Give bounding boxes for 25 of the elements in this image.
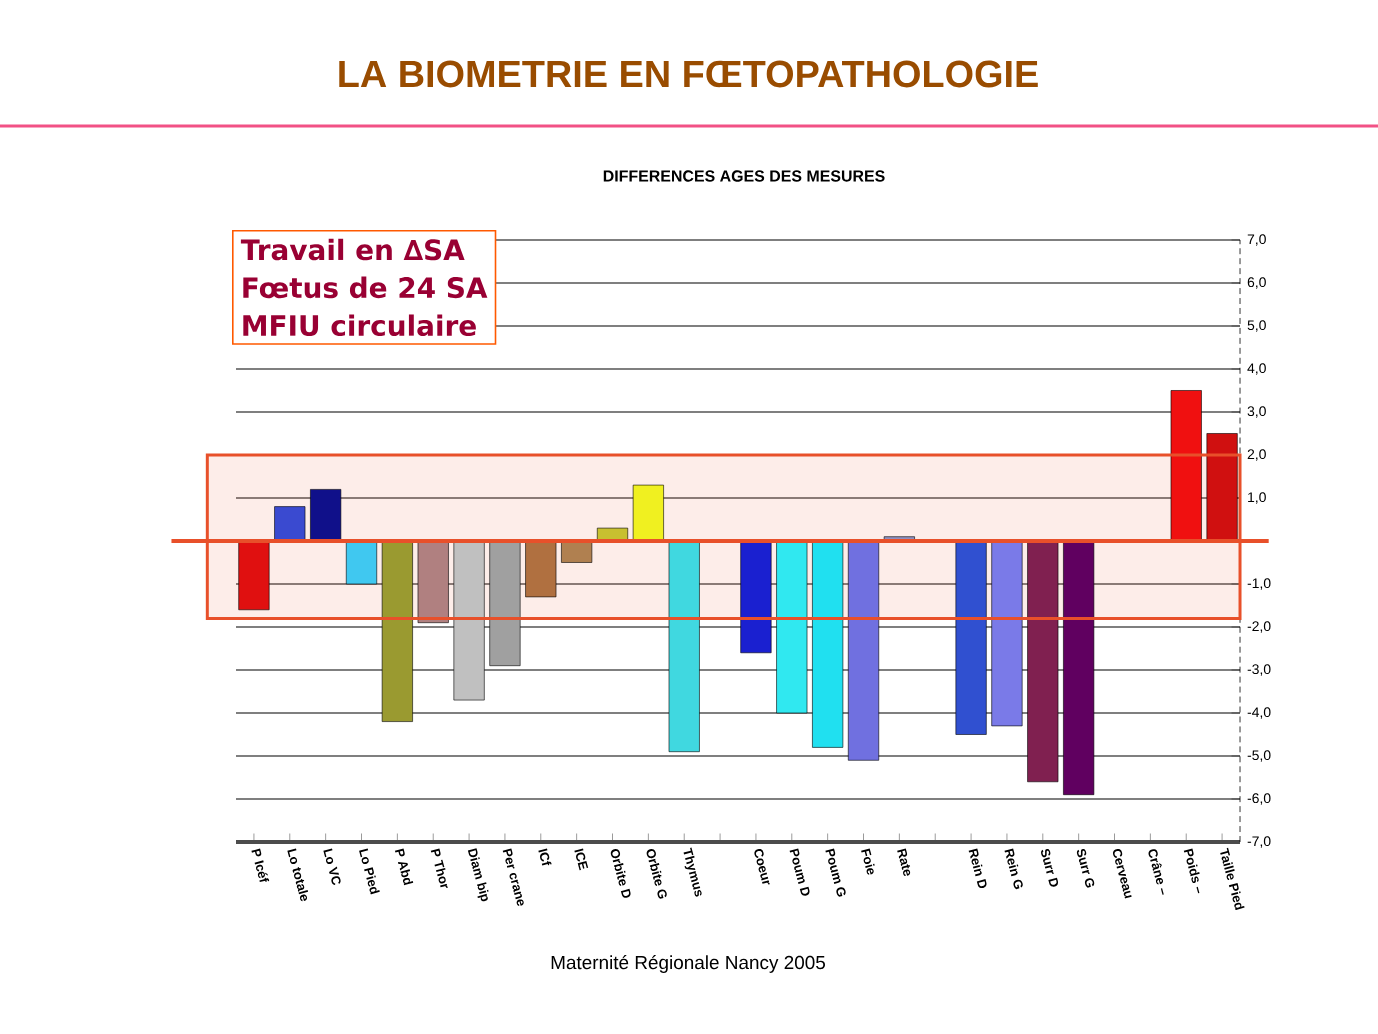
bar bbox=[740, 540, 772, 654]
bar bbox=[668, 540, 700, 752]
annotation: MFIU circulaire bbox=[243, 314, 476, 337]
bar bbox=[345, 540, 378, 585]
bar bbox=[274, 506, 306, 542]
annotation: Travail en ∆SA bbox=[240, 238, 465, 261]
bar bbox=[847, 540, 880, 761]
bar bbox=[776, 540, 808, 714]
bar bbox=[525, 540, 557, 598]
text: Maternité Régionale Nancy 2005 bbox=[551, 955, 826, 973]
bar bbox=[991, 540, 1023, 727]
bar bbox=[453, 540, 485, 701]
bar bbox=[310, 489, 342, 542]
bar bbox=[417, 540, 449, 623]
bar bbox=[1027, 540, 1059, 783]
bar bbox=[1063, 540, 1095, 795]
bar bbox=[955, 540, 987, 735]
bar bbox=[1170, 390, 1202, 542]
bar bbox=[381, 540, 413, 722]
bar bbox=[812, 540, 844, 748]
bar bbox=[561, 540, 593, 563]
bar bbox=[489, 540, 521, 666]
chart-title: LA BIOMETRIE EN FŒTOPATHOLOGIE bbox=[339, 60, 1038, 88]
bar bbox=[632, 484, 664, 542]
annotation: Fœtus de 24 SA bbox=[243, 276, 488, 299]
